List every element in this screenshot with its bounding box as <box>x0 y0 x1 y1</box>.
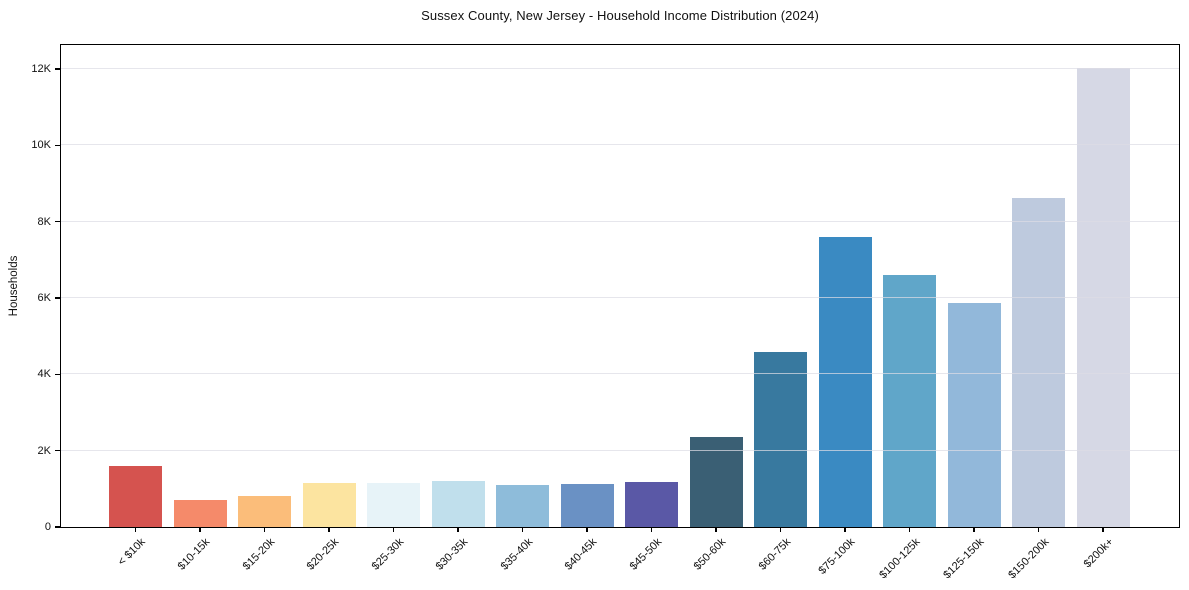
x-tick-mark <box>586 527 588 532</box>
bar-$35-40k <box>496 485 549 527</box>
x-tick-mark <box>1102 527 1104 532</box>
x-axis: < $10k $10-15k $15-20k $20-25k $25-30k $30-35… <box>61 527 1179 590</box>
bar-$20-25k <box>302 483 356 527</box>
x-tick-mark <box>908 527 911 532</box>
bar-< $10k <box>109 465 162 527</box>
bar-$40-45k <box>560 483 614 527</box>
plot-area <box>60 44 1180 528</box>
x-tick-mark <box>134 527 137 532</box>
x-tick-mark <box>779 527 782 532</box>
bar-$200k+ <box>1076 68 1130 527</box>
y-tick-mark <box>55 297 61 299</box>
bar-$125-150k <box>947 302 1001 527</box>
y-axis: 0 2K 4K 6K 8K 10K 12K <box>0 45 61 533</box>
x-tick-mark <box>263 527 266 532</box>
x-tick-label: $10-15k <box>175 536 213 573</box>
x-tick-mark <box>844 527 846 532</box>
bar-$30-35k <box>431 481 485 527</box>
x-tick-label: $125-150k <box>941 536 987 582</box>
y-tick-mark <box>55 526 61 528</box>
y-tick-mark <box>55 449 61 452</box>
x-tick-mark <box>973 527 975 532</box>
bar-$75-100k <box>818 236 872 527</box>
x-tick-label: $45-50k <box>627 536 664 573</box>
x-tick-label: $20-25k <box>304 536 342 573</box>
bar-$25-30k <box>367 483 420 527</box>
bar-$150-200k <box>1012 198 1065 527</box>
bar-$60-75k <box>754 351 807 527</box>
x-tick-mark <box>715 527 717 532</box>
x-tick-mark <box>457 527 459 532</box>
bars-layer <box>61 45 1179 527</box>
x-tick-label: $150-200k <box>1005 536 1051 582</box>
x-tick-label: $200k+ <box>1081 536 1116 571</box>
x-tick-label: $50-60k <box>691 536 729 573</box>
y-tick-mark <box>55 68 61 70</box>
x-tick-label: $30-35k <box>433 536 471 573</box>
x-tick-mark <box>392 527 395 532</box>
y-tick-label: 6K <box>37 292 51 305</box>
bar-$50-60k <box>689 436 743 527</box>
y-tick-label: 0 <box>44 521 51 533</box>
x-tick-mark <box>1037 527 1040 532</box>
x-tick-mark <box>521 527 524 532</box>
y-tick-mark <box>55 220 61 223</box>
y-tick-mark <box>55 144 61 147</box>
y-tick-label: 2K <box>37 444 51 457</box>
x-tick-label: $60-75k <box>756 536 793 573</box>
x-tick-mark <box>650 527 653 532</box>
x-tick-label: $15-20k <box>240 536 277 573</box>
bar-$15-20k <box>238 496 291 527</box>
x-tick-label: $25-30k <box>369 536 406 573</box>
x-tick-mark <box>328 527 330 532</box>
bar-$100-125k <box>883 274 936 527</box>
x-tick-label: $40-45k <box>562 536 600 573</box>
y-tick-label: 10K <box>31 139 51 152</box>
y-tick-label: 4K <box>37 368 51 381</box>
bar-$10-15k <box>173 500 227 527</box>
chart-title: Sussex County, New Jersey - Household In… <box>421 8 819 23</box>
x-tick-mark <box>199 527 201 532</box>
x-tick-label: $75-100k <box>816 536 858 577</box>
bar-$45-50k <box>625 481 678 527</box>
y-tick-label: 8K <box>37 215 51 228</box>
x-tick-label: < $10k <box>115 536 148 569</box>
x-tick-label: $100-125k <box>876 536 922 582</box>
y-tick-mark <box>55 373 61 376</box>
y-tick-label: 12K <box>31 63 51 76</box>
x-tick-label: $35-40k <box>498 536 535 573</box>
